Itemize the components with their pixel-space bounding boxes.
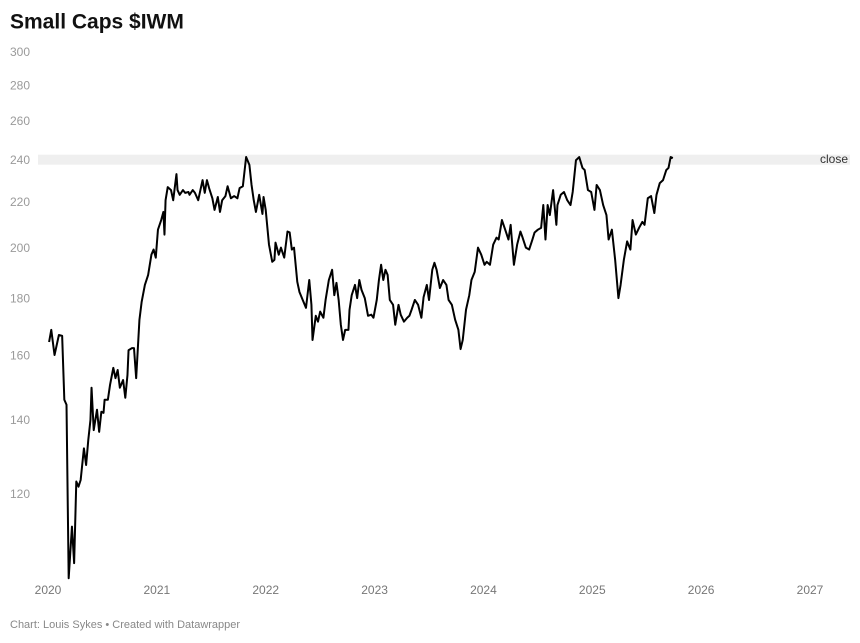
x-tick-label: 2024 xyxy=(470,583,497,597)
series-label: close xyxy=(820,152,848,166)
chart-title: Small Caps $IWM xyxy=(10,11,184,34)
y-tick-label: 140 xyxy=(10,413,30,427)
credit: Chart: Louis Sykes • Created with Datawr… xyxy=(10,619,240,631)
y-tick-label: 260 xyxy=(10,114,30,128)
y-tick-label: 220 xyxy=(10,195,30,209)
x-tick-label: 2023 xyxy=(361,583,388,597)
x-tick-label: 2020 xyxy=(35,583,62,597)
y-tick-label: 120 xyxy=(10,487,30,501)
x-tick-label: 2021 xyxy=(144,583,171,597)
x-tick-label: 2022 xyxy=(252,583,279,597)
price-line xyxy=(48,156,674,580)
x-tick-label: 2026 xyxy=(688,583,715,597)
highlight-band xyxy=(38,154,850,165)
y-tick-label: 240 xyxy=(10,153,30,167)
x-tick-label: 2027 xyxy=(797,583,824,597)
x-tick-label: 2025 xyxy=(579,583,606,597)
y-tick-label: 160 xyxy=(10,348,30,362)
y-tick-label: 180 xyxy=(10,292,30,306)
y-tick-label: 200 xyxy=(10,241,30,255)
y-tick-label: 300 xyxy=(10,45,30,59)
y-tick-label: 280 xyxy=(10,78,30,92)
